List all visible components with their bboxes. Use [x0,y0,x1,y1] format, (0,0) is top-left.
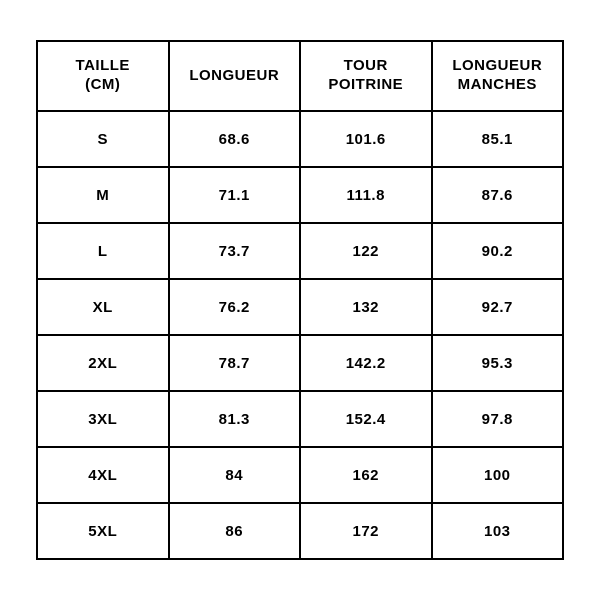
cell-longueur: 73.7 [169,223,301,279]
cell-size: S [37,111,169,167]
col-header-longueur-manches: LONGUEURMANCHES [432,41,564,111]
cell-longueur: 78.7 [169,335,301,391]
table-row: 3XL 81.3 152.4 97.8 [37,391,563,447]
table-row: 5XL 86 172 103 [37,503,563,559]
cell-manches: 103 [432,503,564,559]
table-row: XL 76.2 132 92.7 [37,279,563,335]
cell-poitrine: 101.6 [300,111,432,167]
cell-poitrine: 162 [300,447,432,503]
cell-poitrine: 142.2 [300,335,432,391]
cell-poitrine: 122 [300,223,432,279]
cell-size: 3XL [37,391,169,447]
cell-size: XL [37,279,169,335]
cell-size: 2XL [37,335,169,391]
cell-size: 4XL [37,447,169,503]
cell-manches: 87.6 [432,167,564,223]
cell-poitrine: 111.8 [300,167,432,223]
cell-manches: 85.1 [432,111,564,167]
size-chart-container: TAILLE(CM) LONGUEUR TOURPOITRINE LONGUEU… [0,0,600,600]
table-row: L 73.7 122 90.2 [37,223,563,279]
table-body: S 68.6 101.6 85.1 M 71.1 111.8 87.6 L 73… [37,111,563,559]
cell-longueur: 86 [169,503,301,559]
cell-manches: 92.7 [432,279,564,335]
col-header-longueur: LONGUEUR [169,41,301,111]
cell-manches: 95.3 [432,335,564,391]
table-header-row: TAILLE(CM) LONGUEUR TOURPOITRINE LONGUEU… [37,41,563,111]
cell-longueur: 71.1 [169,167,301,223]
cell-size: 5XL [37,503,169,559]
cell-manches: 100 [432,447,564,503]
cell-poitrine: 132 [300,279,432,335]
cell-poitrine: 172 [300,503,432,559]
cell-size: L [37,223,169,279]
cell-longueur: 84 [169,447,301,503]
cell-poitrine: 152.4 [300,391,432,447]
cell-longueur: 68.6 [169,111,301,167]
table-row: S 68.6 101.6 85.1 [37,111,563,167]
cell-longueur: 76.2 [169,279,301,335]
col-header-taille: TAILLE(CM) [37,41,169,111]
cell-manches: 97.8 [432,391,564,447]
cell-longueur: 81.3 [169,391,301,447]
table-row: 4XL 84 162 100 [37,447,563,503]
col-header-tour-poitrine: TOURPOITRINE [300,41,432,111]
cell-manches: 90.2 [432,223,564,279]
table-row: 2XL 78.7 142.2 95.3 [37,335,563,391]
cell-size: M [37,167,169,223]
size-chart-table: TAILLE(CM) LONGUEUR TOURPOITRINE LONGUEU… [36,40,564,560]
table-row: M 71.1 111.8 87.6 [37,167,563,223]
